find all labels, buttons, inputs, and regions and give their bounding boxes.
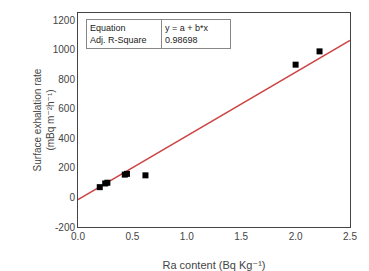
svg-text:1000: 1000 xyxy=(53,44,76,55)
svg-text:0: 0 xyxy=(69,192,75,203)
svg-text:2.5: 2.5 xyxy=(343,231,357,242)
svg-text:1.0: 1.0 xyxy=(180,231,194,242)
svg-text:Surface exhalation rate(mBq m⁻: Surface exhalation rate(mBq m⁻²h⁻¹) xyxy=(32,68,56,171)
svg-text:1.5: 1.5 xyxy=(234,231,248,242)
svg-text:2.0: 2.0 xyxy=(289,231,303,242)
svg-text:-200: -200 xyxy=(55,222,75,233)
svg-text:0.0: 0.0 xyxy=(71,231,85,242)
svg-text:EquationAdj. R-Square: EquationAdj. R-Square xyxy=(90,23,147,45)
svg-text:0.5: 0.5 xyxy=(125,231,139,242)
svg-text:1200: 1200 xyxy=(53,15,76,26)
svg-text:600: 600 xyxy=(58,103,75,114)
svg-text:Ra content (Bq Kg⁻¹): Ra content (Bq Kg⁻¹) xyxy=(162,259,265,271)
svg-text:800: 800 xyxy=(58,74,75,85)
svg-text:200: 200 xyxy=(58,162,75,173)
svg-text:y = a + b*x0.98698: y = a + b*x0.98698 xyxy=(165,23,209,45)
svg-text:400: 400 xyxy=(58,133,75,144)
